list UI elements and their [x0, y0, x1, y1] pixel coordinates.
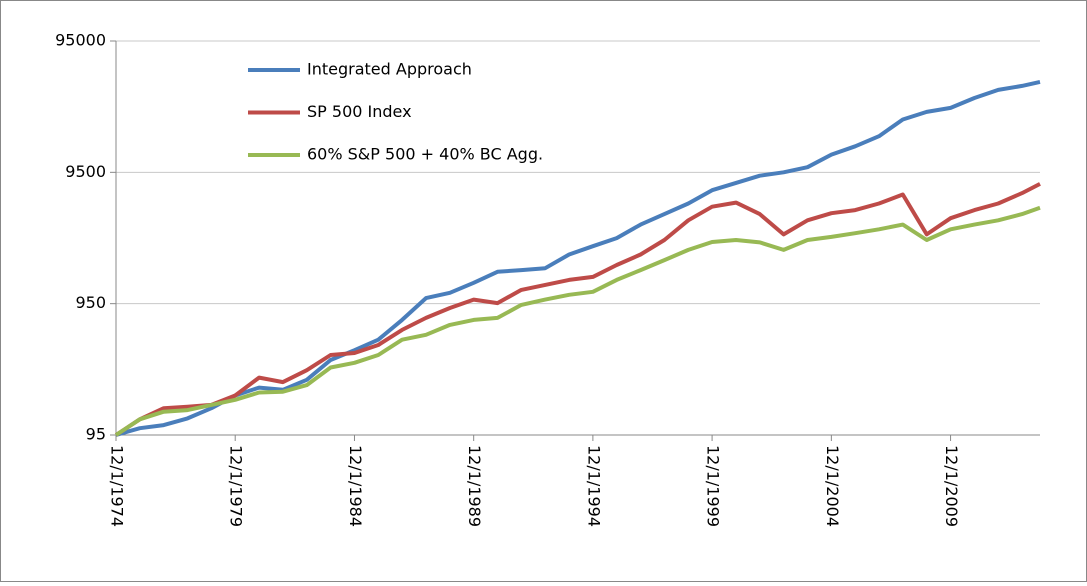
series-line [114, 182, 1041, 437]
legend-label: SP 500 Index [307, 102, 412, 121]
x-tick-label: 12/1/1994 [584, 445, 603, 527]
y-tick-label: 950 [75, 293, 106, 312]
series-line [114, 205, 1041, 437]
x-tick-label: 12/1/1999 [704, 445, 723, 527]
y-tick-label: 95000 [55, 31, 106, 50]
y-tick-label: 9500 [65, 162, 106, 181]
x-tick-label: 12/1/2009 [942, 445, 961, 527]
series-line [115, 79, 1041, 437]
x-tick-label: 12/1/1974 [108, 445, 127, 527]
x-tick-label: 12/1/1989 [465, 445, 484, 527]
y-tick-label: 95 [86, 425, 106, 444]
x-tick-label: 12/1/1979 [227, 445, 246, 527]
x-tick-label: 12/1/1984 [346, 445, 365, 527]
legend-label: 60% S&P 500 + 40% BC Agg. [307, 145, 543, 164]
legend-label: Integrated Approach [307, 60, 472, 79]
x-tick-label: 12/1/2004 [823, 445, 842, 527]
